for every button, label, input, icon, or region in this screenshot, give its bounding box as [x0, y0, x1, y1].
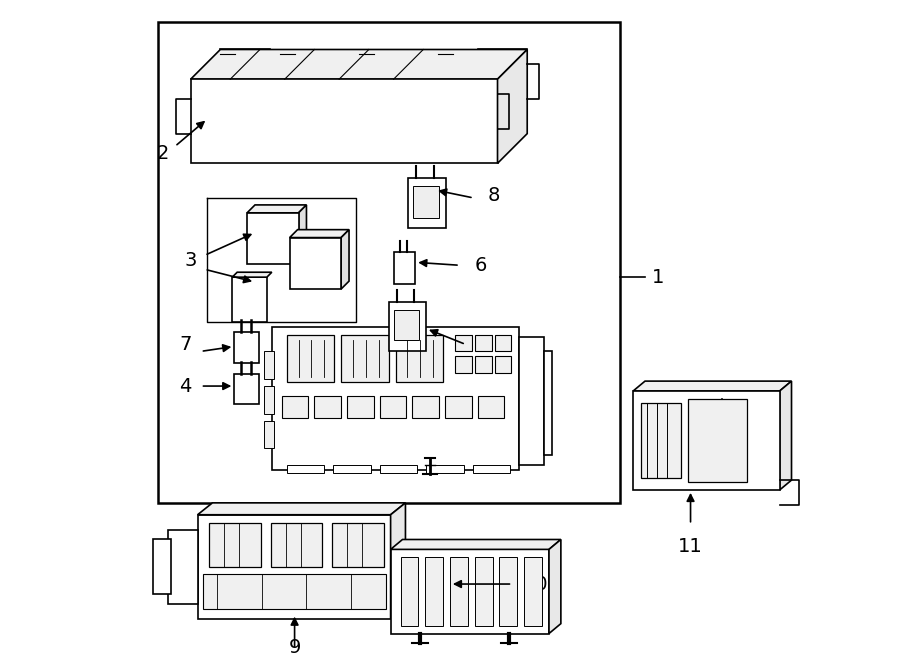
- Polygon shape: [779, 381, 791, 490]
- Bar: [393, 310, 419, 340]
- Bar: [472, 465, 510, 473]
- Bar: [412, 396, 439, 418]
- Bar: [168, 529, 198, 604]
- Bar: [494, 356, 511, 373]
- Bar: [264, 386, 274, 414]
- Bar: [519, 336, 544, 465]
- Bar: [341, 334, 389, 382]
- Bar: [264, 420, 274, 448]
- Polygon shape: [191, 50, 527, 79]
- Bar: [153, 539, 171, 594]
- Text: 5: 5: [480, 337, 492, 356]
- Bar: [633, 391, 779, 490]
- Bar: [287, 465, 324, 473]
- Bar: [202, 574, 386, 609]
- Bar: [198, 515, 391, 619]
- Bar: [191, 79, 498, 163]
- Bar: [347, 396, 374, 418]
- Bar: [450, 557, 468, 625]
- Bar: [290, 237, 341, 289]
- Bar: [380, 465, 418, 473]
- Text: 7: 7: [179, 335, 192, 354]
- Bar: [380, 396, 407, 418]
- Bar: [264, 352, 274, 379]
- Polygon shape: [498, 50, 527, 163]
- Polygon shape: [232, 272, 272, 277]
- Text: 8: 8: [488, 186, 500, 206]
- Bar: [272, 327, 519, 470]
- Bar: [409, 178, 446, 227]
- Bar: [287, 334, 334, 382]
- Bar: [210, 523, 261, 567]
- Bar: [474, 356, 491, 373]
- Polygon shape: [391, 539, 561, 549]
- Polygon shape: [549, 539, 561, 633]
- Bar: [248, 213, 299, 264]
- Bar: [427, 465, 464, 473]
- Polygon shape: [391, 503, 406, 619]
- Text: 10: 10: [524, 574, 549, 594]
- Text: 2: 2: [157, 144, 169, 163]
- Polygon shape: [633, 381, 791, 391]
- Text: 6: 6: [474, 256, 487, 275]
- Bar: [478, 396, 504, 418]
- Bar: [389, 302, 427, 352]
- Bar: [500, 557, 518, 625]
- Bar: [282, 396, 309, 418]
- Bar: [314, 396, 341, 418]
- Bar: [454, 334, 472, 352]
- Polygon shape: [341, 229, 349, 289]
- Bar: [332, 523, 383, 567]
- Text: 3: 3: [184, 251, 197, 270]
- Bar: [426, 557, 443, 625]
- Polygon shape: [299, 205, 307, 264]
- Bar: [494, 334, 511, 352]
- Bar: [393, 253, 416, 284]
- Text: 4: 4: [179, 377, 192, 395]
- Bar: [158, 22, 620, 503]
- Bar: [454, 356, 472, 373]
- Bar: [446, 396, 472, 418]
- Bar: [333, 465, 371, 473]
- Bar: [688, 399, 747, 482]
- Text: 9: 9: [288, 639, 301, 658]
- Bar: [234, 374, 259, 404]
- Text: 11: 11: [679, 537, 703, 555]
- Bar: [544, 352, 552, 455]
- Polygon shape: [290, 229, 349, 237]
- Bar: [396, 334, 443, 382]
- Text: 1: 1: [652, 268, 664, 287]
- Bar: [391, 549, 549, 633]
- Bar: [234, 332, 259, 364]
- Bar: [271, 523, 322, 567]
- Bar: [524, 557, 542, 625]
- Polygon shape: [198, 503, 406, 515]
- Bar: [474, 557, 492, 625]
- Bar: [641, 403, 680, 478]
- Bar: [413, 186, 439, 217]
- Bar: [400, 557, 418, 625]
- Polygon shape: [248, 205, 307, 213]
- Bar: [232, 277, 267, 322]
- Bar: [474, 334, 491, 352]
